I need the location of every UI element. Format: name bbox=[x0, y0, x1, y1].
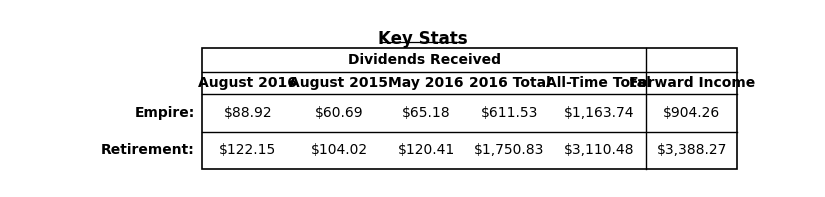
Text: $904.26: $904.26 bbox=[663, 106, 720, 120]
Text: 2016 Total: 2016 Total bbox=[469, 76, 550, 90]
Text: $1,163.74: $1,163.74 bbox=[563, 106, 634, 120]
Text: $3,388.27: $3,388.27 bbox=[657, 143, 727, 157]
Text: May 2016: May 2016 bbox=[389, 76, 464, 90]
Text: $120.41: $120.41 bbox=[398, 143, 455, 157]
Text: $122.15: $122.15 bbox=[219, 143, 276, 157]
Text: Empire:: Empire: bbox=[134, 106, 195, 120]
Bar bbox=[202, 48, 738, 169]
Text: $104.02: $104.02 bbox=[310, 143, 368, 157]
Text: $611.53: $611.53 bbox=[481, 106, 538, 120]
Text: $65.18: $65.18 bbox=[402, 106, 450, 120]
Text: Retirement:: Retirement: bbox=[101, 143, 195, 157]
Text: August 2015: August 2015 bbox=[290, 76, 389, 90]
Text: All-Time Total: All-Time Total bbox=[546, 76, 651, 90]
Text: $60.69: $60.69 bbox=[314, 106, 363, 120]
Text: Key Stats: Key Stats bbox=[378, 31, 468, 48]
Text: August 2016: August 2016 bbox=[198, 76, 297, 90]
Text: Forward Income: Forward Income bbox=[629, 76, 755, 90]
Text: Dividends Received: Dividends Received bbox=[347, 53, 501, 67]
Text: $1,750.83: $1,750.83 bbox=[474, 143, 544, 157]
Text: $88.92: $88.92 bbox=[224, 106, 272, 120]
Text: $3,110.48: $3,110.48 bbox=[563, 143, 634, 157]
